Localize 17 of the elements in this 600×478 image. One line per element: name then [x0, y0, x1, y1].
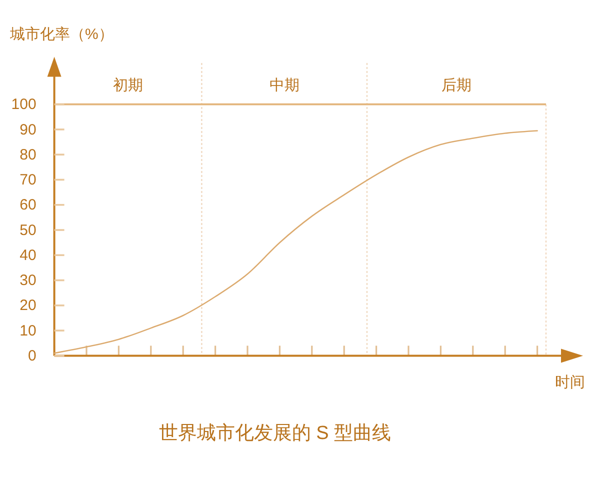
y-tick-label: 50 — [20, 222, 36, 239]
y-tick-label: 40 — [20, 246, 36, 264]
text: 世界城市化发展的 S 型曲线 — [158, 422, 392, 444]
annotation: 后期 — [442, 77, 472, 94]
y-tick-label: 10 — [20, 322, 36, 340]
y-tick-label: 70 — [20, 172, 36, 189]
y-tick-label: 60 — [20, 196, 36, 214]
x-axis-title: 时间 — [555, 374, 585, 391]
y-tick-label: 80 — [20, 146, 36, 164]
y-tick-label: 100 — [11, 96, 36, 114]
annotation: 初期 — [113, 77, 143, 94]
y-tick-label: 90 — [20, 121, 36, 138]
y-tick-label: 30 — [20, 272, 36, 290]
y-tick-label: 0 — [28, 348, 36, 364]
y-axis-title: 城市化率（%） — [9, 26, 114, 43]
annotation: 中期 — [269, 77, 300, 94]
y-tick-label: 20 — [20, 297, 36, 314]
